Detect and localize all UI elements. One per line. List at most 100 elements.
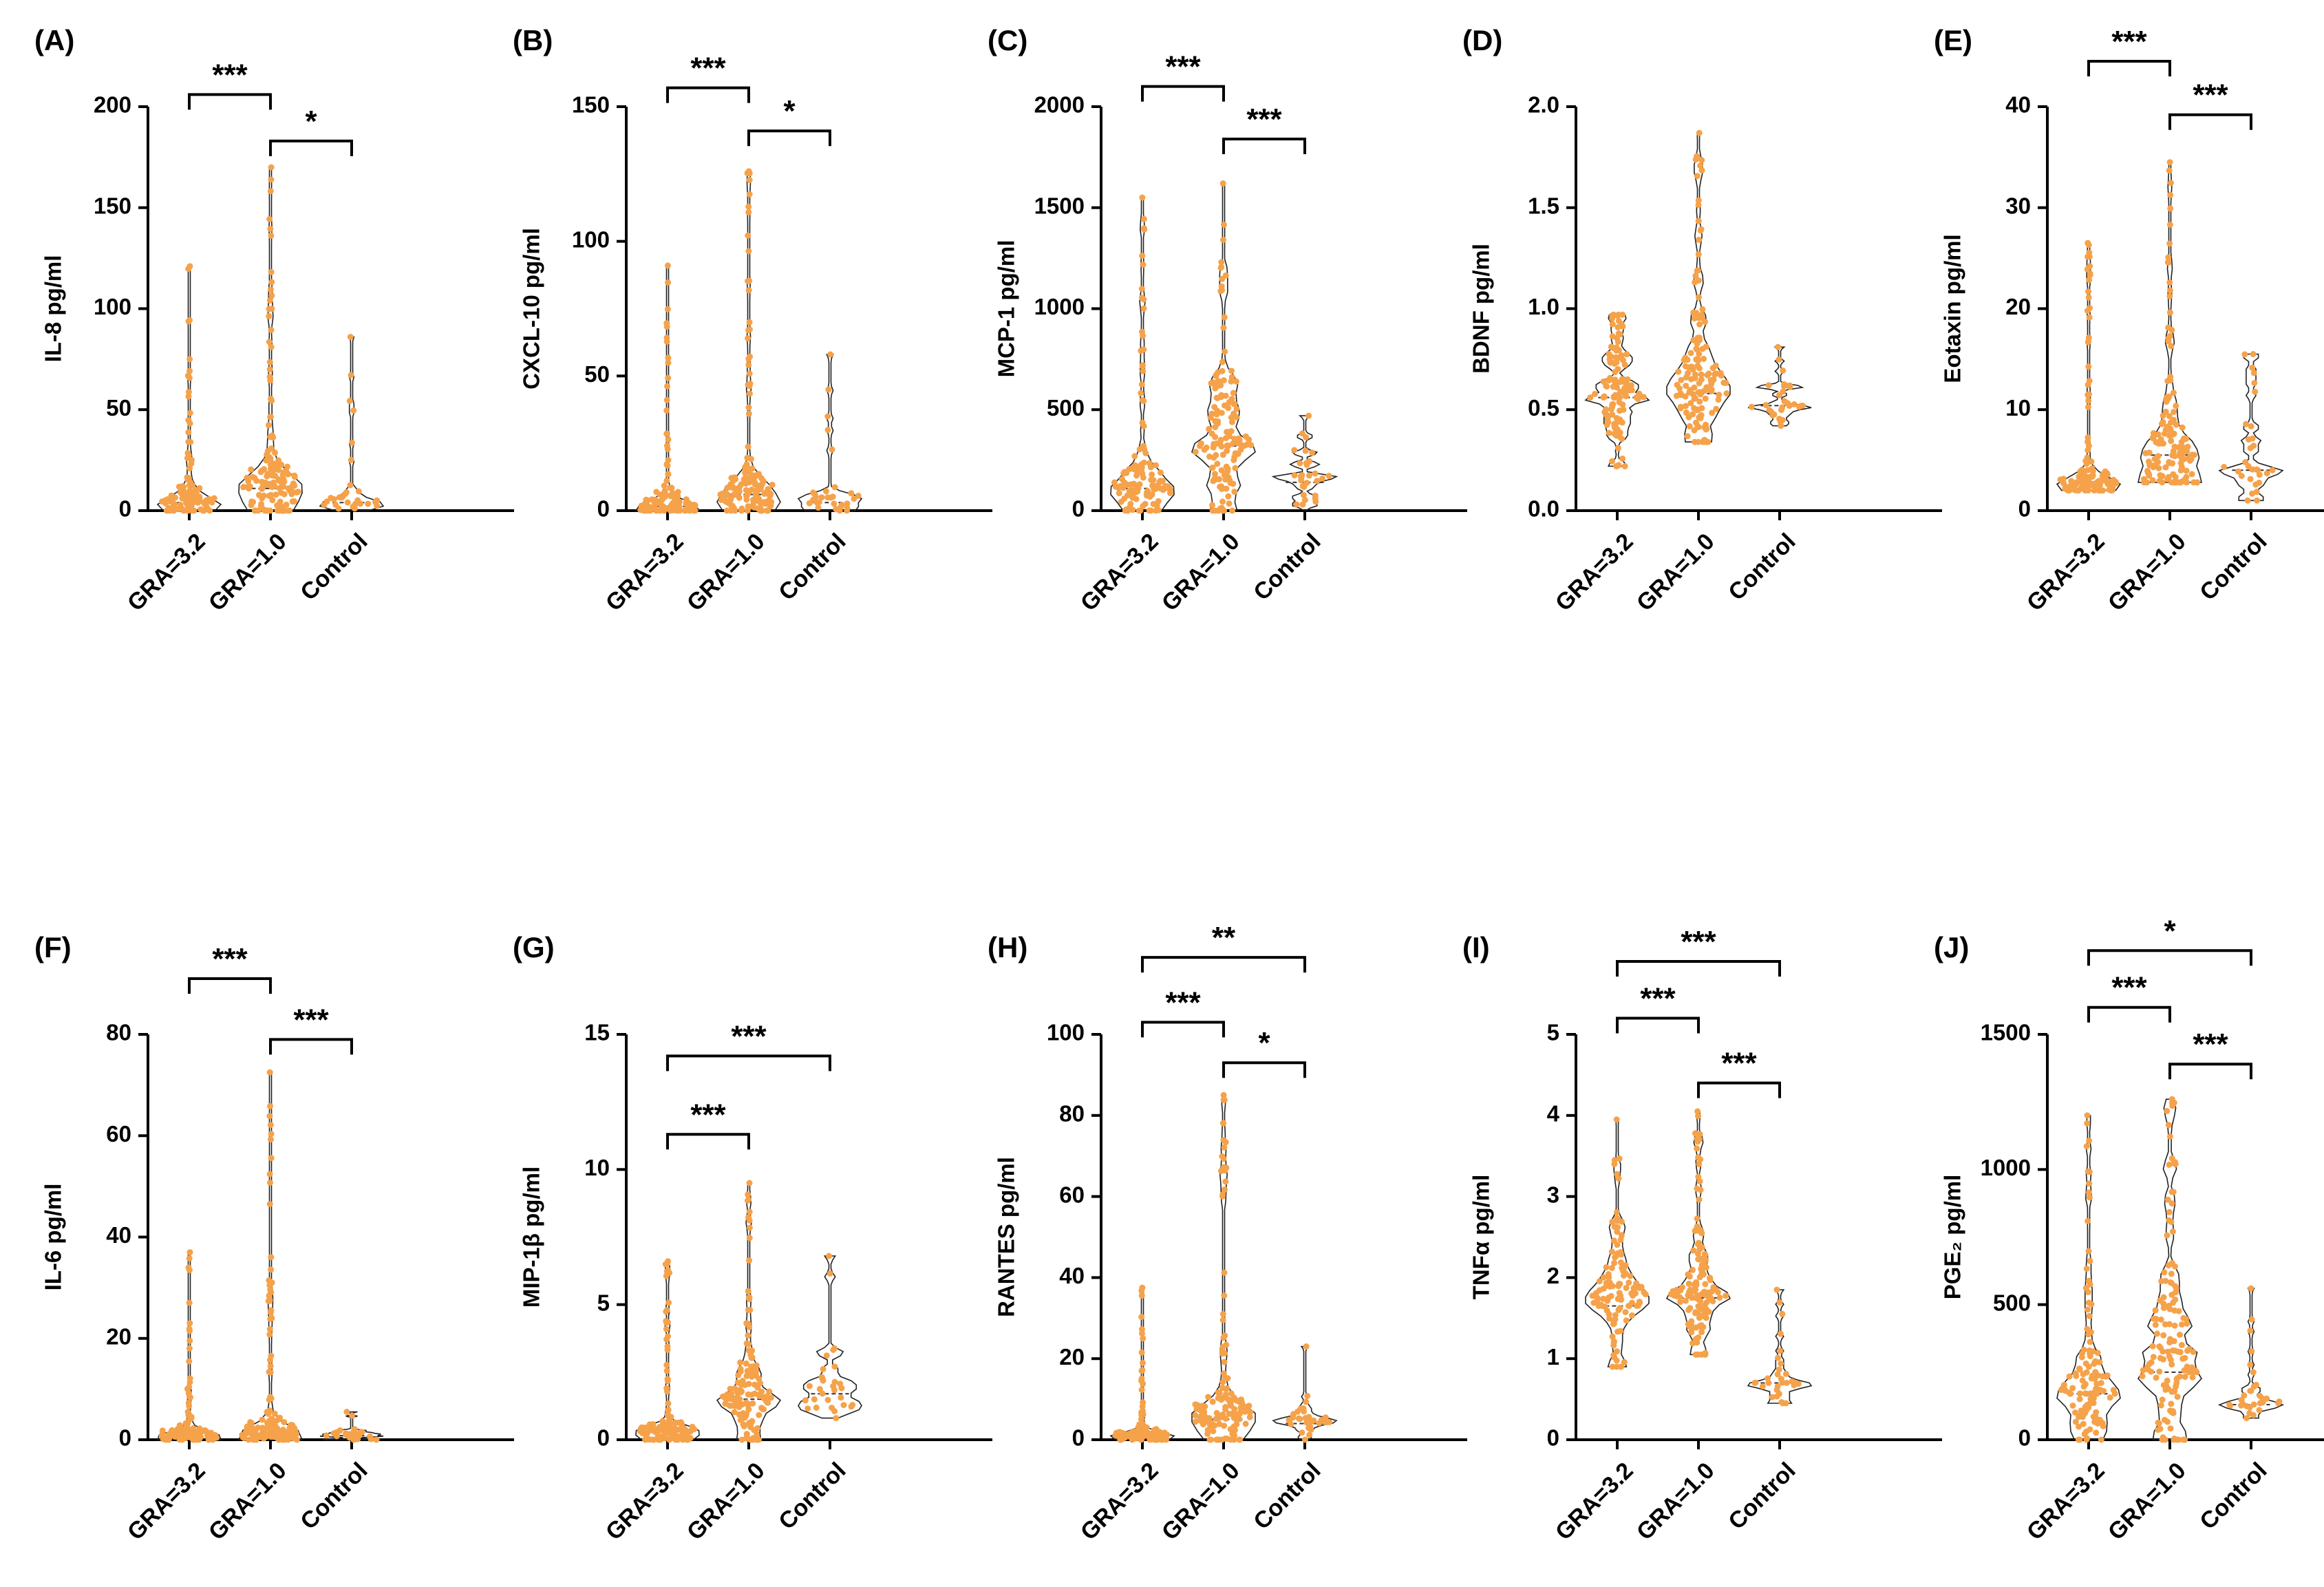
data-point bbox=[1723, 1292, 1729, 1299]
data-point bbox=[1151, 1430, 1158, 1437]
data-point bbox=[1692, 1339, 1699, 1345]
data-point bbox=[1309, 449, 1316, 456]
data-point bbox=[639, 1427, 646, 1434]
data-point bbox=[2186, 458, 2193, 464]
data-point bbox=[838, 1394, 844, 1401]
data-point bbox=[1118, 498, 1124, 505]
data-point bbox=[747, 1368, 754, 1375]
data-point bbox=[266, 1297, 273, 1304]
data-point bbox=[1322, 1414, 1329, 1421]
data-point bbox=[268, 306, 275, 312]
data-point bbox=[1242, 1420, 1249, 1427]
data-point bbox=[1221, 471, 1228, 478]
data-point bbox=[2173, 1436, 2180, 1443]
data-point bbox=[2090, 1414, 2097, 1420]
data-point bbox=[1220, 1164, 1227, 1171]
data-point bbox=[2087, 1396, 2094, 1403]
x-tick-label: GRA=1.0 bbox=[1157, 529, 1245, 617]
significance-bracket bbox=[666, 1133, 750, 1150]
data-point bbox=[746, 177, 753, 184]
significance-stars: *** bbox=[690, 52, 726, 85]
data-point bbox=[1609, 458, 1615, 465]
data-point bbox=[186, 1299, 193, 1306]
x-tick-label: Control bbox=[1248, 1458, 1325, 1535]
data-point bbox=[1139, 295, 1145, 301]
data-point bbox=[1698, 1329, 1705, 1336]
data-point bbox=[2164, 378, 2171, 385]
data-point bbox=[667, 484, 674, 491]
data-point bbox=[2068, 482, 2075, 489]
data-point bbox=[1603, 421, 1610, 428]
data-point bbox=[1301, 484, 1308, 490]
data-point bbox=[2153, 1374, 2160, 1381]
data-point bbox=[2177, 1332, 2183, 1338]
data-point bbox=[258, 467, 265, 474]
data-point bbox=[2182, 1354, 2188, 1361]
data-point bbox=[743, 480, 749, 487]
data-point bbox=[1780, 368, 1787, 374]
data-point bbox=[2072, 1418, 2079, 1425]
data-point bbox=[200, 499, 207, 506]
data-point bbox=[1612, 1312, 1619, 1319]
data-point bbox=[736, 494, 743, 501]
data-point bbox=[257, 1434, 264, 1440]
data-point bbox=[186, 1345, 193, 1352]
x-tick-label: GRA=3.2 bbox=[1076, 1458, 1164, 1546]
data-point bbox=[1682, 363, 1689, 370]
data-point bbox=[1625, 387, 1632, 394]
data-point bbox=[2087, 263, 2093, 270]
data-point bbox=[1219, 1385, 1226, 1392]
data-point bbox=[1125, 1431, 1132, 1438]
data-point bbox=[2221, 464, 2228, 470]
data-point bbox=[2182, 1316, 2189, 1322]
data-point bbox=[1623, 393, 1630, 400]
data-point bbox=[2168, 479, 2175, 486]
data-point bbox=[2167, 1425, 2174, 1432]
data-point bbox=[1299, 1429, 1305, 1436]
data-point bbox=[745, 232, 751, 239]
data-point bbox=[367, 1436, 374, 1442]
data-point bbox=[2085, 334, 2092, 341]
data-point bbox=[1204, 1427, 1211, 1434]
data-point bbox=[1226, 1398, 1233, 1405]
data-point bbox=[186, 1320, 193, 1327]
data-point bbox=[2083, 1265, 2090, 1272]
data-point bbox=[2087, 1426, 2093, 1433]
data-point bbox=[1694, 1250, 1701, 1257]
data-point bbox=[1140, 368, 1147, 374]
significance-stars: *** bbox=[690, 1098, 726, 1131]
data-point bbox=[1786, 403, 1793, 409]
data-point bbox=[1116, 1429, 1123, 1436]
y-tick-label: 100 bbox=[1047, 1020, 1085, 1045]
data-point bbox=[2165, 1385, 2172, 1392]
data-point bbox=[2155, 459, 2162, 465]
data-point bbox=[204, 1432, 211, 1439]
data-point bbox=[1209, 465, 1216, 471]
data-point bbox=[346, 398, 353, 405]
data-point bbox=[288, 484, 295, 491]
x-tick-label: GRA=1.0 bbox=[1632, 529, 1720, 617]
data-point bbox=[727, 1403, 734, 1409]
data-point bbox=[743, 1399, 749, 1406]
data-point bbox=[2169, 1228, 2176, 1235]
data-point bbox=[2156, 1368, 2163, 1375]
data-point bbox=[1715, 396, 1722, 403]
data-point bbox=[1146, 507, 1153, 514]
y-tick-label: 150 bbox=[94, 193, 131, 218]
data-point bbox=[185, 453, 192, 460]
data-point bbox=[746, 1235, 753, 1242]
data-point bbox=[2160, 1332, 2167, 1339]
data-point bbox=[1213, 1409, 1220, 1416]
data-point bbox=[2085, 1299, 2092, 1306]
data-point bbox=[1192, 449, 1199, 456]
data-point bbox=[2150, 1354, 2157, 1361]
data-point bbox=[1305, 1414, 1312, 1420]
data-point bbox=[1752, 1379, 1759, 1386]
data-point bbox=[760, 1405, 766, 1412]
data-point bbox=[336, 494, 343, 501]
data-point bbox=[1236, 436, 1243, 443]
data-point bbox=[267, 1122, 274, 1129]
data-point bbox=[1206, 1421, 1213, 1428]
data-point bbox=[347, 482, 354, 489]
data-point bbox=[1140, 305, 1147, 312]
